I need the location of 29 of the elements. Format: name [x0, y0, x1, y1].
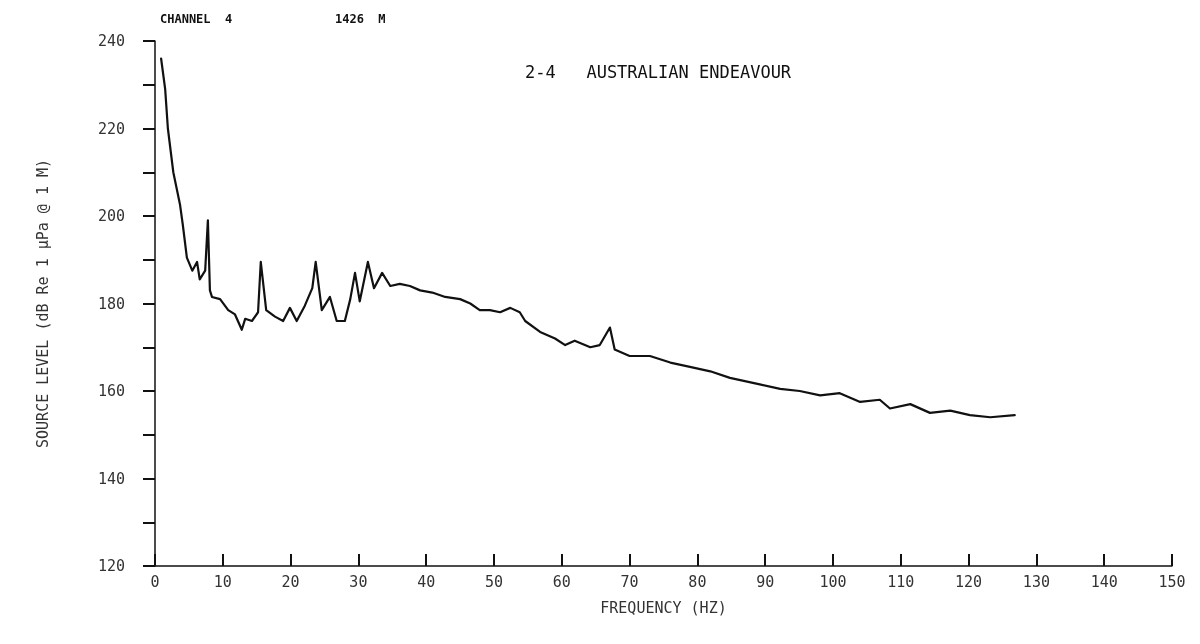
y-tick-label: 120 — [97, 557, 125, 575]
x-tick-label: 60 — [552, 572, 571, 591]
x-tick-label: 140 — [1090, 572, 1118, 591]
x-tick-label: 100 — [819, 572, 847, 591]
y-tick-label: 160 — [97, 382, 125, 400]
x-tick-label: 90 — [756, 572, 775, 591]
x-tick-label: 70 — [620, 572, 639, 591]
y-tick-label: 220 — [97, 119, 125, 138]
x-tick-label: 10 — [213, 572, 232, 591]
x-tick-label: 50 — [484, 572, 504, 591]
y-tick-label: 180 — [97, 294, 125, 313]
x-tick-label: 30 — [349, 572, 368, 591]
y-axis-title: SOURCE LEVEL (dB Re 1 µPa @ 1 M) — [33, 159, 52, 448]
y-tick-label: 240 — [97, 32, 125, 50]
x-tick-label: 0 — [150, 572, 160, 591]
y-tick-label: 140 — [97, 469, 125, 488]
y-tick-label: 200 — [97, 207, 125, 225]
x-tick-label: 120 — [955, 572, 983, 591]
text: 1426 M — [335, 12, 386, 26]
line-series — [160, 57, 1016, 419]
x-tick-label: 80 — [688, 572, 707, 591]
x-tick-label: 110 — [887, 572, 915, 591]
x-tick-label: 150 — [1158, 572, 1186, 591]
x-tick-label: 20 — [281, 572, 300, 591]
text: CHANNEL 4 — [160, 12, 233, 26]
x-axis-title: FREQUENCY (HZ) — [600, 598, 727, 617]
x-tick-label: 40 — [417, 572, 436, 591]
text: 2-4 AUSTRALIAN ENDEAVOUR — [525, 61, 792, 82]
x-tick-label: 130 — [1022, 572, 1050, 591]
